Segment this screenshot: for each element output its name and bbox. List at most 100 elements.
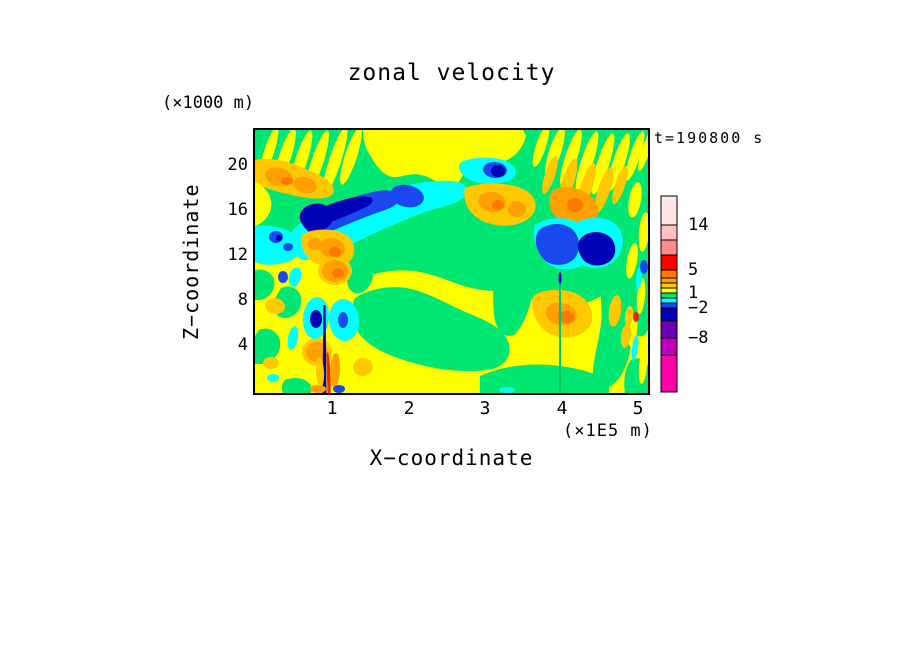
contour-field-shape — [329, 247, 341, 257]
contour-field-shape — [608, 295, 622, 327]
x-axis-units-label: (×1E5 m) — [563, 421, 653, 441]
contour-field-shape — [310, 310, 322, 328]
contour-field-shape — [276, 235, 282, 241]
z-tick-label: 16 — [227, 200, 248, 220]
colorbar — [660, 195, 678, 397]
contour-field — [255, 130, 648, 393]
colorbar-segment — [660, 269, 678, 279]
contour-field-shape — [338, 312, 348, 328]
colorbar-segment — [660, 224, 678, 241]
contour-field-shape — [332, 268, 344, 278]
x-tick-label: 5 — [632, 398, 644, 419]
contour-field-shape — [638, 348, 648, 384]
z-axis-units-label: (×1000 m) — [162, 93, 255, 113]
contour-field-shape — [255, 182, 272, 226]
contour-field-shape — [492, 200, 504, 210]
z-tick-label: 4 — [237, 335, 248, 355]
contour-field-shape — [353, 358, 373, 376]
contour-field-shape — [306, 342, 328, 362]
contour-field-shape — [308, 238, 322, 250]
x-axis-title: X−coordinate — [369, 446, 534, 470]
contour-field-shape — [340, 130, 362, 185]
colorbar-segment — [660, 297, 678, 304]
colorbar-label: −2 — [688, 298, 709, 318]
z-tick-label: 20 — [227, 155, 248, 175]
z-tick-label: 12 — [227, 245, 248, 265]
contour-field-shape — [499, 387, 515, 393]
contour-field-shape — [508, 201, 526, 217]
contour-field-shape — [640, 260, 648, 274]
contour-field-shape — [255, 328, 281, 364]
colorbar-segment — [660, 302, 678, 309]
contour-field-shape — [608, 133, 630, 191]
z-tick-label: 8 — [237, 290, 248, 310]
contour-field-shape — [542, 155, 558, 195]
colorbar-segment — [660, 287, 678, 294]
z-axis-tick-labels: 20 16 12 8 4 — [200, 130, 248, 393]
contour-field-shape — [633, 312, 639, 322]
x-tick-label: 4 — [556, 398, 568, 419]
contour-field-shape — [265, 297, 285, 315]
contour-field-shape — [281, 177, 293, 185]
contour-field-shape — [567, 198, 583, 212]
contour-field-shape — [287, 326, 299, 350]
contour-field-shape — [263, 357, 279, 369]
colorbar-label: 1 — [688, 283, 699, 303]
contour-field-shape — [333, 385, 345, 393]
contour-field-shape — [559, 282, 561, 393]
contour-field-shape — [578, 232, 616, 266]
contour-field-shape — [390, 184, 424, 208]
x-tick-label: 3 — [479, 398, 491, 419]
contour-field-shape — [352, 287, 510, 372]
colorbar-label: 5 — [688, 260, 699, 280]
contour-field-shape — [278, 271, 288, 283]
contour-field-shape — [267, 374, 279, 382]
x-tick-label: 1 — [326, 398, 338, 419]
x-tick-label: 2 — [403, 398, 415, 419]
contour-field-shape — [326, 352, 331, 393]
colorbar-segment — [660, 239, 678, 256]
colorbar-segment — [660, 320, 678, 339]
colorbar-segment — [660, 254, 678, 271]
contour-field-shape — [638, 212, 648, 252]
contour-field-shape — [281, 378, 311, 393]
colorbar-segment — [660, 337, 678, 356]
colorbar-segment — [660, 195, 678, 226]
x-axis-tick-labels: 1 2 3 4 5 — [255, 398, 648, 420]
contour-field-shape — [491, 164, 505, 178]
contour-field-shape — [624, 306, 634, 326]
contour-field-shape — [255, 225, 301, 265]
contour-field-shape — [315, 357, 325, 387]
colorbar-label: 14 — [688, 215, 709, 235]
contour-field-shape — [631, 335, 639, 361]
timestamp-label: t=190800 s — [654, 129, 765, 147]
contour-field-shape — [628, 182, 642, 218]
contour-field-shape — [363, 130, 527, 186]
contour-field-shape — [558, 311, 574, 323]
contour-field-shape — [493, 215, 538, 336]
contour-field-shape — [283, 243, 293, 251]
contour-field-shape — [535, 224, 579, 265]
contour-field-shape — [591, 133, 615, 195]
contour-field-shape — [594, 167, 614, 213]
colorbar-segment — [660, 277, 678, 284]
contour-field-shape — [575, 131, 599, 193]
contour-field-shape — [299, 203, 334, 233]
contour-field-shape — [293, 176, 317, 194]
contour-field-shape — [620, 324, 632, 348]
contour-field-shape — [625, 131, 645, 181]
colorbar-segment — [660, 354, 678, 393]
contour-field-shape — [480, 364, 609, 393]
contour-field-shape — [346, 260, 373, 294]
contour-field-shape — [635, 267, 643, 289]
contour-field-shape — [310, 385, 326, 393]
contour-field-shape — [532, 130, 550, 167]
contour-field-shape — [329, 353, 341, 387]
contour-field-shape — [558, 272, 562, 284]
contour-field-shape — [322, 130, 348, 196]
contour-plot — [253, 128, 650, 395]
contour-field-shape — [288, 267, 302, 287]
contour-field-shape — [612, 165, 628, 205]
contour-field-shape — [626, 243, 638, 279]
